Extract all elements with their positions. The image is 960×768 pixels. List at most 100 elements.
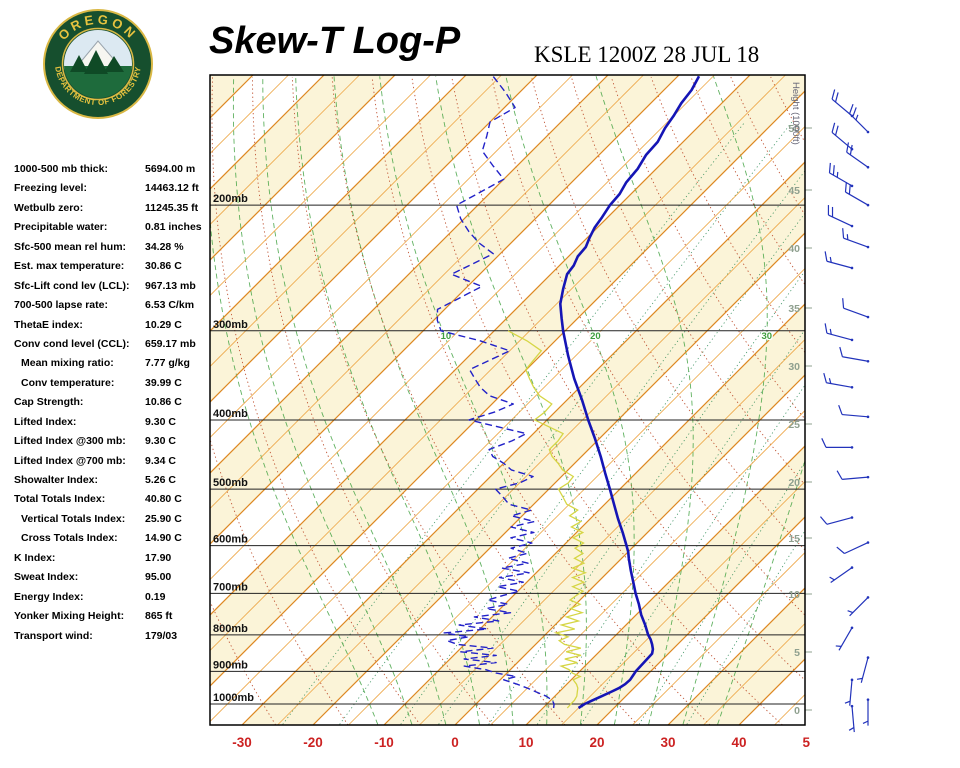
svg-text:10: 10 xyxy=(518,735,533,750)
index-row: Wetbulb zero: 11245.35 ft xyxy=(14,202,214,221)
index-value: 9.34 C xyxy=(145,454,176,467)
svg-text:40: 40 xyxy=(731,735,746,750)
index-value: 6.53 C/km xyxy=(145,299,195,312)
index-row: Vertical Totals Index: 25.90 C xyxy=(14,513,214,532)
index-value: 39.99 C xyxy=(145,376,182,389)
index-row: Sweat Index: 95.00 xyxy=(14,571,214,590)
index-value: 34.28 % xyxy=(145,240,184,253)
temp-axis-labels: -30 -20 -10 0 10 20 30 40 50 xyxy=(232,735,817,750)
index-label: Sfc-500 mean rel hum: xyxy=(14,240,127,253)
index-row: Cap Strength: 10.86 C xyxy=(14,396,214,415)
moist-adiabat-label: 20 xyxy=(590,331,601,342)
index-value: 967.13 mb xyxy=(145,279,196,292)
mixing-ratio-lines xyxy=(282,121,805,725)
index-row: Energy Index: 0.19 xyxy=(14,591,214,610)
index-value: 9.30 C xyxy=(145,435,176,448)
index-row: Sfc-500 mean rel hum: 34.28 % xyxy=(14,241,214,260)
pressure-label: 200mb xyxy=(213,193,248,205)
index-label: ThetaE index: xyxy=(14,318,83,331)
index-label: Showalter Index: xyxy=(14,474,99,486)
svg-text:0: 0 xyxy=(451,735,459,750)
index-row: Conv cond level (CCL): 659.17 mb xyxy=(14,338,214,357)
pressure-label: 400mb xyxy=(213,408,248,420)
index-label: K Index: xyxy=(14,551,56,564)
svg-text:-10: -10 xyxy=(374,735,394,750)
svg-text:45: 45 xyxy=(788,185,800,197)
pressure-label: 300mb xyxy=(213,319,248,331)
index-label: Transport wind: xyxy=(14,629,93,642)
index-row: Lifted Index @300 mb: 9.30 C xyxy=(14,435,214,454)
pressure-label: 1000mb xyxy=(213,692,254,704)
svg-text:25: 25 xyxy=(788,419,800,431)
index-row: Freezing level: 14463.12 ft xyxy=(14,182,214,201)
svg-text:20: 20 xyxy=(589,735,604,750)
index-value: 17.90 xyxy=(145,551,172,564)
station-datetime: KSLE 1200Z 28 JUL 18 xyxy=(534,42,760,67)
index-label: Sweat Index: xyxy=(14,571,79,584)
index-row: Conv temperature: 39.99 C xyxy=(14,377,214,396)
index-value: 659.17 mb xyxy=(145,337,196,350)
index-value: 0.81 inches xyxy=(145,221,202,234)
index-value: 14.90 C xyxy=(145,532,182,545)
wetbulb-trace xyxy=(507,330,588,709)
index-value: 5.26 C xyxy=(145,474,176,486)
index-row: Lifted Index @700 mb: 9.34 C xyxy=(14,455,214,474)
index-label: 1000-500 mb thick: xyxy=(14,163,108,175)
index-label: 700-500 lapse rate: xyxy=(14,299,108,312)
index-label: Yonker Mixing Height: xyxy=(14,610,125,623)
index-label: Vertical Totals Index: xyxy=(21,512,126,525)
pressure-lines: 200mb 300mb 400mb 500mb 600mb 700mb 800mb 900mb… xyxy=(210,193,805,705)
index-label: Lifted Index @300 mb: xyxy=(14,435,126,448)
index-row: Mean mixing ratio: 7.77 g/kg xyxy=(14,357,214,376)
index-row: Yonker Mixing Height: 865 ft xyxy=(14,610,214,629)
index-row: 700-500 lapse rate: 6.53 C/km xyxy=(14,299,214,318)
index-label: Conv temperature: xyxy=(21,376,115,389)
index-label: Energy Index: xyxy=(14,590,84,603)
index-value: 865 ft xyxy=(145,610,173,623)
index-label: Wetbulb zero: xyxy=(14,201,84,214)
index-row: Cross Totals Index: 14.90 C xyxy=(14,532,214,551)
index-label: Sfc-Lift cond lev (LCL): xyxy=(14,279,130,292)
plot-border xyxy=(209,74,806,726)
isotherms xyxy=(210,75,805,725)
index-value: 11245.35 ft xyxy=(145,201,199,214)
pressure-label: 500mb xyxy=(213,477,248,489)
pressure-label: 800mb xyxy=(213,623,248,635)
index-label: Lifted Index: xyxy=(14,415,77,428)
pressure-label: 600mb xyxy=(213,534,248,546)
svg-text:5: 5 xyxy=(794,647,800,659)
index-row: Precipitable water: 0.81 inches xyxy=(14,221,214,240)
svg-text:50: 50 xyxy=(788,123,800,135)
index-value: 25.90 C xyxy=(145,512,182,525)
index-value: 10.29 C xyxy=(145,318,182,331)
index-row: K Index: 17.90 xyxy=(14,552,214,571)
index-row: ThetaE index: 10.29 C xyxy=(14,319,214,338)
index-row: Lifted Index: 9.30 C xyxy=(14,416,214,435)
index-label: Conv cond level (CCL): xyxy=(14,337,130,350)
index-value: 179/03 xyxy=(145,629,178,642)
index-label: Lifted Index @700 mb: xyxy=(14,454,126,467)
index-row: Showalter Index: 5.26 C xyxy=(14,474,214,493)
index-value: 10.86 C xyxy=(145,396,182,409)
svg-text:30: 30 xyxy=(660,735,675,750)
svg-text:20: 20 xyxy=(788,477,800,489)
index-label: Precipitable water: xyxy=(14,221,108,234)
index-label: Freezing level: xyxy=(14,182,87,195)
index-value: 7.77 g/kg xyxy=(145,357,190,370)
wind-barbs xyxy=(819,89,870,733)
index-value: 95.00 xyxy=(145,571,172,584)
svg-text:35: 35 xyxy=(788,303,800,315)
index-label: Cap Strength: xyxy=(14,396,84,409)
svg-text:50: 50 xyxy=(802,735,817,750)
index-row: Est. max temperature: 30.86 C xyxy=(14,260,214,279)
index-label: Total Totals Index: xyxy=(14,493,106,506)
dewpoint-trace xyxy=(436,75,555,709)
moist-adiabat-label: 30 xyxy=(762,331,773,342)
index-label: Cross Totals Index: xyxy=(21,532,118,545)
index-row: 1000-500 mb thick: 5694.00 m xyxy=(14,163,214,182)
index-value: 30.86 C xyxy=(145,260,182,273)
index-value: 9.30 C xyxy=(145,415,176,428)
svg-text:-20: -20 xyxy=(303,735,323,750)
